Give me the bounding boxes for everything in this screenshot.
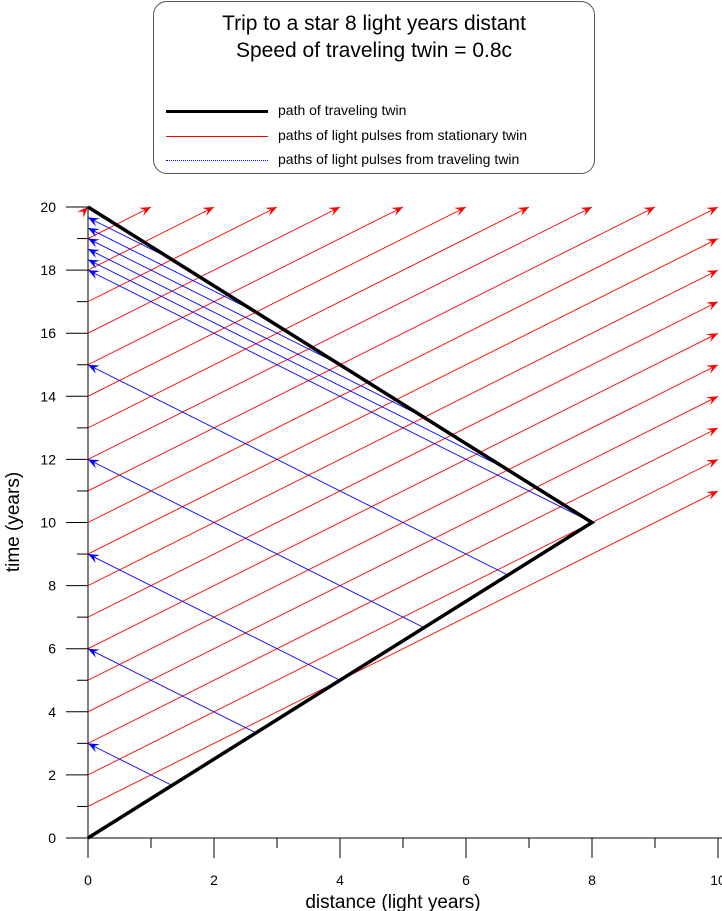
traveler-light-arrowhead [88, 459, 100, 469]
stationary-light-arrowhead [706, 333, 718, 343]
y-tick-label: 14 [40, 388, 56, 404]
x-axis-label: distance (light years) [305, 892, 480, 911]
stationary-light-pulse [87, 206, 341, 334]
chart-subtitle: Speed of traveling twin = 0.8c [235, 39, 513, 62]
stationary-light-arrowhead [265, 207, 277, 216]
stationary-light-pulse [87, 427, 719, 744]
stationary-light-pulse [87, 490, 719, 807]
legend-swatch [166, 136, 268, 137]
y-tick-label: 10 [40, 515, 56, 531]
traveler-light-arrowhead [88, 228, 100, 237]
stationary-light-arrowhead [580, 207, 592, 216]
stationary-light-arrowhead [202, 207, 214, 216]
traveler-light-arrowhead [88, 743, 100, 753]
traveler-light-pulse [87, 648, 257, 734]
stationary-light-arrowhead [391, 207, 403, 216]
y-tick-label: 12 [40, 451, 56, 467]
stationary-light-arrowhead [706, 301, 718, 311]
traveler-light-arrowhead [88, 249, 100, 259]
stationary-light-arrowhead [454, 207, 466, 216]
traveler-light-arrowhead [88, 238, 100, 248]
stationary-light-arrowhead [643, 207, 655, 216]
x-tick-label: 2 [210, 872, 218, 888]
traveler-light-pulse [87, 458, 425, 629]
legend-label: path of traveling twin [278, 102, 407, 118]
y-tick-label: 2 [48, 767, 56, 783]
y-tick-label: 0 [48, 830, 56, 846]
legend-swatch [166, 110, 268, 113]
traveler-light-pulse [87, 259, 509, 471]
traveler-light-arrowhead [88, 270, 100, 280]
stationary-light-pulse [87, 332, 719, 650]
stationary-light-pulse [87, 206, 278, 303]
traveler-light-pulse [87, 364, 509, 576]
stationary-light-arrowhead [706, 396, 718, 406]
x-tick-label: 6 [462, 872, 470, 888]
stationary-light-arrowhead [77, 207, 88, 218]
x-tick-label: 4 [336, 872, 344, 888]
stationary-light-arrowhead [328, 207, 340, 216]
stationary-light-arrowhead [706, 238, 718, 248]
traveler-light-arrowhead [88, 554, 100, 563]
y-tick-label: 16 [40, 325, 56, 341]
stationary-light-pulse [87, 206, 404, 366]
x-tick-label: 0 [84, 872, 92, 888]
stationary-light-pulse [87, 395, 719, 713]
stationary-light-arrowhead [706, 270, 718, 280]
stationary-light-pulse [87, 238, 719, 555]
stationary-light-pulse [87, 206, 530, 429]
stationary-light-pulse [87, 206, 593, 460]
traveling-twin-path [87, 205, 596, 840]
stationary-light-pulse [87, 206, 215, 271]
y-tick-label: 4 [48, 704, 56, 720]
traveler-light-arrowhead [88, 217, 100, 227]
stationary-light-arrowhead [706, 490, 718, 500]
stationary-light-arrowhead [706, 427, 718, 437]
chart-title: Trip to a star 8 light years distant [222, 12, 526, 35]
traveler-light-arrowhead [88, 648, 100, 658]
x-tick-label: 8 [588, 872, 596, 888]
stationary-light-arrowhead [706, 207, 718, 216]
y-tick-label: 6 [48, 641, 56, 657]
stationary-light-pulse [87, 206, 719, 523]
stationary-light-arrowhead [139, 207, 151, 216]
stationary-light-pulse [87, 206, 467, 397]
y-tick-label: 20 [40, 199, 56, 215]
stationary-light-pulse [87, 206, 656, 492]
legend-box: Trip to a star 8 light years distant Spe… [153, 1, 595, 174]
traveler-light-arrowhead [88, 364, 100, 374]
traveler-light-pulse [87, 269, 593, 523]
stationary-light-arrowhead [517, 207, 529, 216]
traveler-light-pulse [87, 238, 341, 366]
stationary-light-arrowhead [706, 364, 718, 374]
stationary-light-arrowhead [706, 459, 718, 469]
y-tick-label: 8 [48, 578, 56, 594]
legend-label: paths of light pulses from traveling twi… [278, 151, 520, 167]
traveler-light-pulse [87, 248, 425, 418]
traveler-light-arrowhead [88, 259, 100, 269]
traveler-light-pulse [87, 742, 173, 786]
traveler-light-pulse [87, 227, 257, 313]
y-axis-label: time (years) [3, 472, 24, 572]
y-tick-label: 18 [40, 262, 56, 278]
x-tick-label: 10 [710, 872, 722, 888]
legend-swatch [166, 160, 268, 161]
stationary-light-pulse [87, 301, 719, 618]
traveler-light-pulse [87, 553, 341, 681]
legend-label: paths of light pulses from stationary tw… [278, 127, 528, 143]
